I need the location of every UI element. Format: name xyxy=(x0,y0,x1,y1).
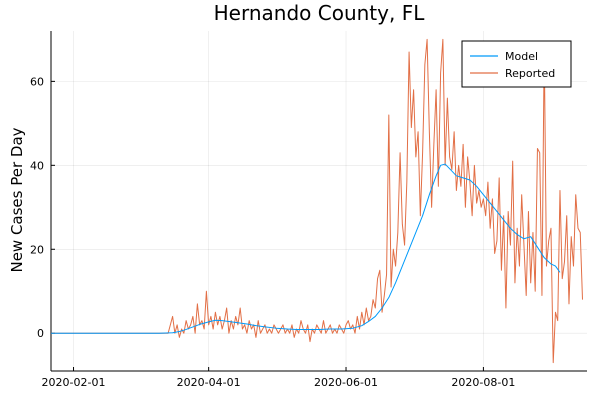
series-line-model xyxy=(51,163,561,334)
tick-labels: 2020-02-01 2020-04-01 2020-06-01 2020-08-01… xyxy=(30,75,515,389)
legend: Model Reported xyxy=(461,40,572,88)
y-tick-label: 40 xyxy=(30,159,44,172)
y-tick-label: 20 xyxy=(30,243,44,256)
grid-lines xyxy=(51,31,587,371)
y-tick-label: 60 xyxy=(30,75,44,88)
legend-box xyxy=(461,40,572,88)
plot-area xyxy=(51,38,583,364)
legend-label: Reported xyxy=(505,67,555,80)
x-tick-label: 2020-06-01 xyxy=(314,376,378,389)
y-axis-label: New Cases Per Day xyxy=(8,127,26,272)
series-line-reported xyxy=(51,38,583,364)
chart-title: Hernando County, FL xyxy=(214,1,426,25)
legend-label: Model xyxy=(505,50,538,63)
x-tick-label: 2020-08-01 xyxy=(451,376,515,389)
y-tick-label: 0 xyxy=(37,327,44,340)
x-tick-label: 2020-02-01 xyxy=(42,376,106,389)
x-tick-label: 2020-04-01 xyxy=(177,376,241,389)
